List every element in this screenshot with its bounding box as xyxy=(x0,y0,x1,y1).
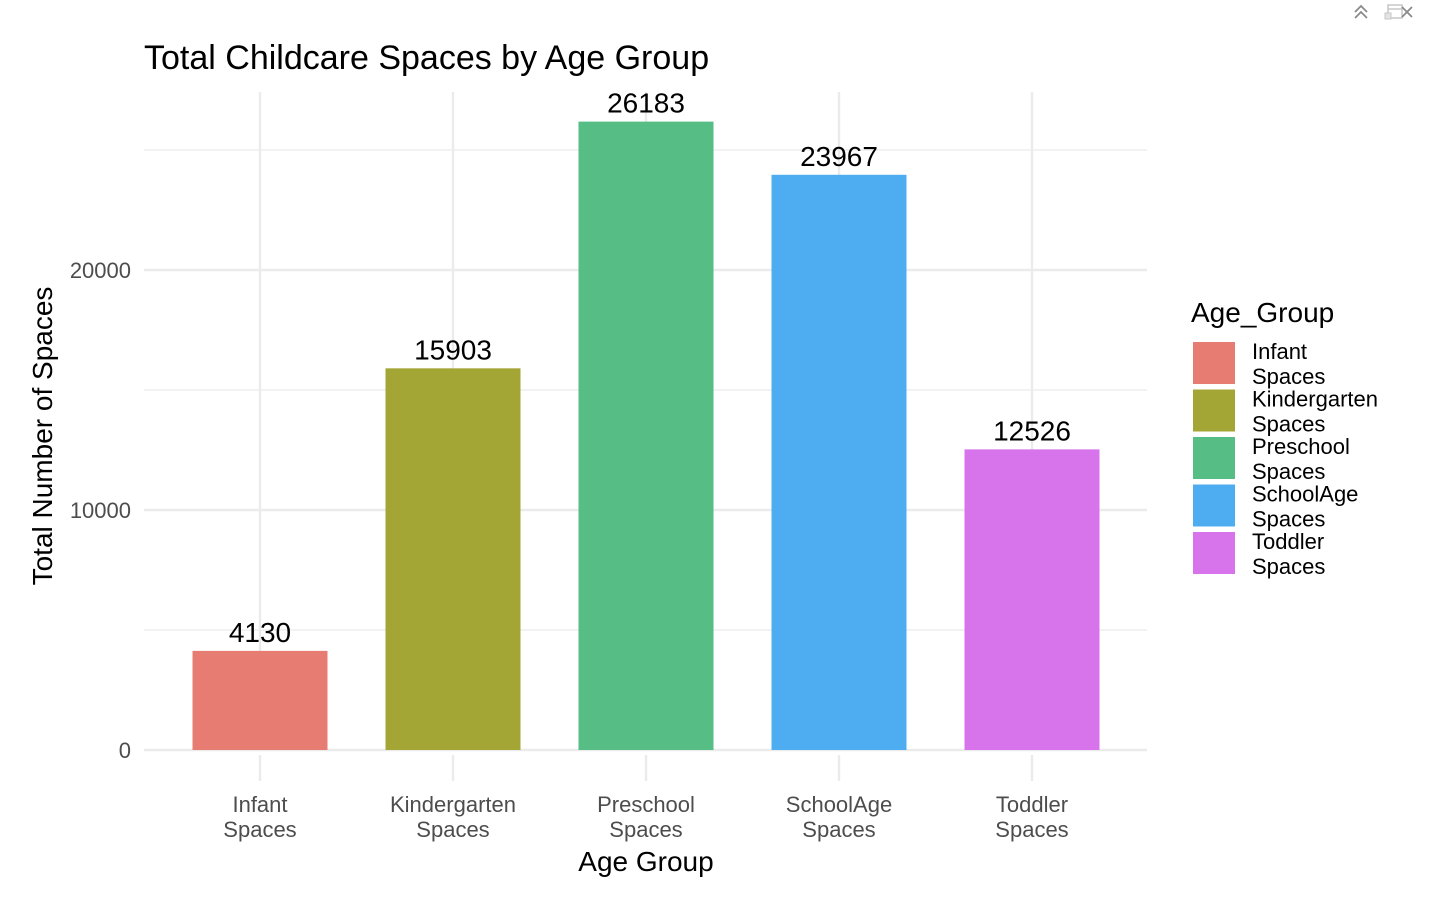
legend-label: SchoolAge xyxy=(1252,482,1358,507)
x-axis-label: Age Group xyxy=(578,846,713,877)
x-tick-label: Preschool xyxy=(597,792,695,817)
y-axis-label: Total Number of Spaces xyxy=(27,287,58,586)
data-label: 26183 xyxy=(607,88,685,119)
legend-swatch xyxy=(1193,532,1235,574)
bar[interactable] xyxy=(385,368,521,750)
legend-title: Age_Group xyxy=(1191,297,1334,328)
bar[interactable] xyxy=(578,121,714,750)
data-label: 4130 xyxy=(229,617,291,648)
legend-label: Spaces xyxy=(1252,459,1325,484)
chart-title: Total Childcare Spaces by Age Group xyxy=(144,39,709,77)
data-label: 23967 xyxy=(800,141,878,172)
legend-swatch xyxy=(1193,484,1235,527)
x-tick-label: Spaces xyxy=(995,817,1068,842)
x-tick-label: Kindergarten xyxy=(390,792,516,817)
bar[interactable] xyxy=(771,174,907,751)
x-tick-label: SchoolAge xyxy=(786,792,892,817)
legend-label: Spaces xyxy=(1252,412,1325,437)
popout-icon[interactable] xyxy=(1382,0,1408,24)
x-tick-label: Spaces xyxy=(223,817,296,842)
x-tick-label: Toddler xyxy=(996,792,1068,817)
x-tick-label: Spaces xyxy=(609,817,682,842)
legend-label: Spaces xyxy=(1252,364,1325,389)
y-tick-label: 10000 xyxy=(70,498,131,523)
legend-swatch xyxy=(1193,342,1235,384)
bar[interactable] xyxy=(964,449,1100,750)
y-tick-label: 0 xyxy=(119,738,131,763)
legend-label: Spaces xyxy=(1252,554,1325,579)
collapse-icon[interactable] xyxy=(1348,0,1374,24)
legend-label: Infant xyxy=(1252,339,1307,364)
legend-swatch xyxy=(1193,437,1235,479)
x-tick-label: Spaces xyxy=(416,817,489,842)
data-label: 12526 xyxy=(993,415,1071,446)
legend-label: Preschool xyxy=(1252,434,1350,459)
bar[interactable] xyxy=(192,650,328,750)
legend-label: Kindergarten xyxy=(1252,387,1378,412)
y-tick-label: 20000 xyxy=(70,258,131,283)
window-controls xyxy=(1264,0,1444,24)
legend-label: Toddler xyxy=(1252,529,1324,554)
close-icon[interactable] xyxy=(1394,0,1420,24)
x-tick-label: Infant xyxy=(232,792,287,817)
data-label: 15903 xyxy=(414,334,492,365)
legend-swatch xyxy=(1193,389,1235,432)
x-tick-label: Spaces xyxy=(802,817,875,842)
legend-label: Spaces xyxy=(1252,507,1325,532)
